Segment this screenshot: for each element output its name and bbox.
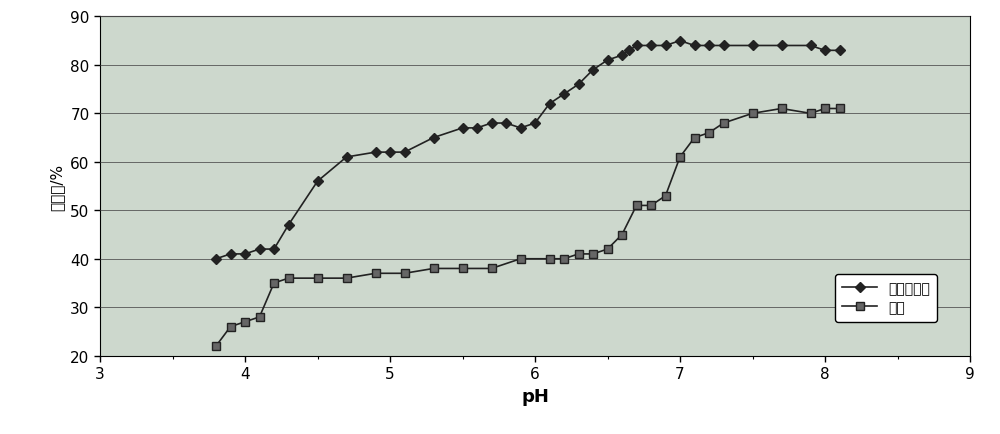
脱硫增效剂 bbox=[398, 150, 411, 155]
脱硫增效剂 bbox=[804, 44, 816, 49]
空白 bbox=[718, 121, 730, 126]
脱硫增效剂 bbox=[587, 68, 599, 73]
空白 bbox=[210, 344, 222, 349]
空白 bbox=[572, 252, 584, 257]
脱硫增效剂 bbox=[631, 44, 643, 49]
脱硫增效剂 bbox=[500, 121, 512, 126]
空白 bbox=[312, 276, 324, 281]
空白 bbox=[631, 204, 643, 209]
空白 bbox=[340, 276, 353, 281]
脱硫增效剂 bbox=[776, 44, 788, 49]
空白 bbox=[703, 131, 715, 136]
空白 bbox=[514, 256, 526, 262]
空白 bbox=[268, 281, 280, 286]
空白 bbox=[776, 107, 788, 112]
脱硫增效剂 bbox=[514, 126, 526, 131]
空白 bbox=[398, 271, 411, 276]
空白 bbox=[486, 266, 498, 271]
脱硫增效剂 bbox=[602, 58, 614, 63]
空白 bbox=[804, 112, 816, 117]
脱硫增效剂 bbox=[210, 256, 222, 262]
脱硫增效剂 bbox=[674, 39, 686, 44]
脱硫增效剂 bbox=[471, 126, 483, 131]
空白 bbox=[834, 107, 846, 112]
Line: 脱硫增效剂: 脱硫增效剂 bbox=[213, 38, 843, 263]
脱硫增效剂 bbox=[660, 44, 672, 49]
脱硫增效剂 bbox=[746, 44, 759, 49]
空白 bbox=[224, 324, 237, 329]
脱硫增效剂 bbox=[529, 121, 541, 126]
空白 bbox=[587, 252, 599, 257]
Legend: 脱硫增效剂, 空白: 脱硫增效剂, 空白 bbox=[835, 275, 937, 322]
空白 bbox=[282, 276, 294, 281]
空白 bbox=[645, 204, 657, 209]
脱硫增效剂 bbox=[819, 49, 831, 54]
脱硫增效剂 bbox=[703, 44, 715, 49]
脱硫增效剂 bbox=[544, 102, 556, 107]
空白 bbox=[544, 256, 556, 262]
X-axis label: pH: pH bbox=[521, 387, 549, 405]
空白 bbox=[674, 155, 686, 160]
空白 bbox=[456, 266, 468, 271]
脱硫增效剂 bbox=[254, 247, 266, 252]
脱硫增效剂 bbox=[428, 136, 440, 141]
脱硫增效剂 bbox=[623, 49, 635, 54]
脱硫增效剂 bbox=[384, 150, 396, 155]
脱硫增效剂 bbox=[486, 121, 498, 126]
空白 bbox=[819, 107, 831, 112]
脱硫增效剂 bbox=[224, 252, 237, 257]
脱硫增效剂 bbox=[312, 179, 324, 184]
脱硫增效剂 bbox=[282, 223, 294, 228]
脱硫增效剂 bbox=[370, 150, 382, 155]
脱硫增效剂 bbox=[268, 247, 280, 252]
空白 bbox=[370, 271, 382, 276]
脱硫增效剂 bbox=[616, 53, 628, 59]
脱硫增效剂 bbox=[456, 126, 468, 131]
Y-axis label: 脱硫率/%: 脱硫率/% bbox=[50, 163, 65, 210]
空白 bbox=[254, 315, 266, 320]
空白 bbox=[660, 194, 672, 199]
空白 bbox=[616, 232, 628, 237]
Line: 空白: 空白 bbox=[212, 105, 844, 350]
空白 bbox=[558, 256, 570, 262]
脱硫增效剂 bbox=[572, 82, 584, 88]
空白 bbox=[239, 319, 251, 325]
脱硫增效剂 bbox=[340, 155, 353, 160]
脱硫增效剂 bbox=[688, 44, 700, 49]
脱硫增效剂 bbox=[558, 92, 570, 97]
空白 bbox=[746, 112, 759, 117]
空白 bbox=[688, 136, 700, 141]
脱硫增效剂 bbox=[645, 44, 657, 49]
脱硫增效剂 bbox=[239, 252, 251, 257]
脱硫增效剂 bbox=[834, 49, 846, 54]
空白 bbox=[428, 266, 440, 271]
脱硫增效剂 bbox=[718, 44, 730, 49]
空白 bbox=[602, 247, 614, 252]
